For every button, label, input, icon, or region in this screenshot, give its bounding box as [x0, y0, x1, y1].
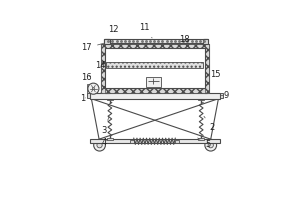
Bar	[107, 138, 112, 140]
Circle shape	[205, 139, 217, 151]
Bar	[100, 88, 209, 93]
Bar	[146, 77, 161, 87]
Bar	[104, 39, 208, 43]
Bar	[105, 39, 109, 93]
Circle shape	[92, 88, 95, 90]
Text: 15: 15	[208, 67, 220, 79]
Text: 12: 12	[109, 25, 119, 40]
Bar	[175, 140, 179, 143]
Text: 4: 4	[102, 138, 108, 147]
Bar	[220, 93, 223, 98]
Bar	[198, 98, 204, 100]
Bar	[107, 98, 112, 100]
Circle shape	[88, 83, 99, 94]
Text: 16: 16	[81, 73, 92, 82]
Bar	[100, 44, 209, 48]
Bar	[90, 139, 220, 143]
Bar	[100, 44, 105, 93]
Circle shape	[97, 143, 102, 148]
Bar	[106, 62, 203, 68]
Bar	[90, 93, 220, 99]
Bar	[104, 39, 110, 44]
Bar	[203, 39, 208, 44]
Text: 17: 17	[81, 43, 104, 52]
Bar	[87, 84, 96, 93]
Bar	[130, 140, 134, 143]
Text: 18: 18	[179, 35, 190, 44]
Circle shape	[208, 143, 213, 148]
Text: 5: 5	[198, 138, 210, 149]
Text: 9: 9	[221, 91, 229, 100]
Text: 11: 11	[139, 23, 152, 38]
Text: 2: 2	[204, 116, 215, 132]
Bar	[105, 48, 205, 88]
Bar	[204, 39, 207, 93]
Text: 14: 14	[95, 61, 106, 70]
Bar	[87, 93, 90, 98]
Bar	[198, 138, 204, 140]
Bar	[205, 44, 209, 93]
Text: 1: 1	[80, 94, 86, 103]
Text: 3: 3	[102, 117, 109, 135]
Circle shape	[94, 139, 105, 151]
Bar	[100, 44, 209, 93]
